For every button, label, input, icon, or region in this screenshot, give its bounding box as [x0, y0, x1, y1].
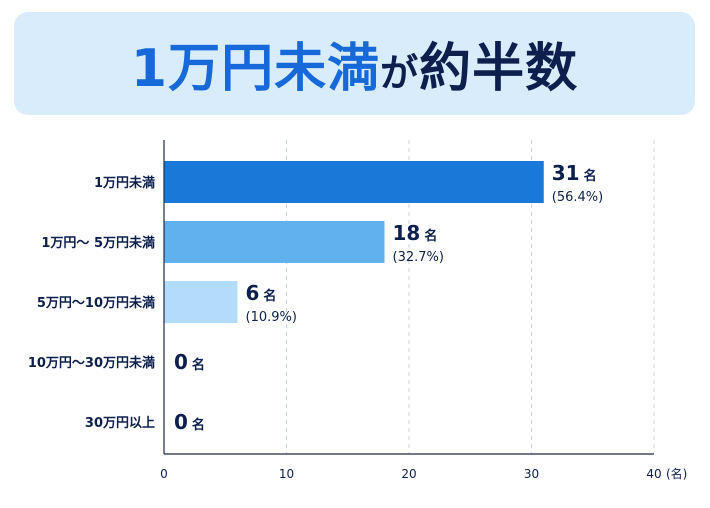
category-label: 30万円以上	[85, 416, 155, 431]
title-banner: 1万円未満 が約半数	[14, 12, 695, 115]
x-tick-label: 30	[524, 467, 539, 481]
bar	[164, 281, 238, 323]
percent-label: (10.9%)	[246, 310, 297, 325]
x-tick-label: 0	[160, 467, 168, 481]
title-particle: が	[380, 51, 420, 95]
bar	[164, 221, 385, 263]
title-main: 1万円未満	[130, 39, 381, 99]
category-label: 5万円～10万円未満	[37, 295, 155, 311]
percent-label: (32.7%)	[393, 250, 444, 265]
percent-label: (56.4%)	[552, 190, 603, 205]
x-axis-unit: (名)	[666, 466, 687, 481]
value-label: 31 名	[552, 161, 597, 185]
title-rest: 約半数	[419, 39, 579, 99]
x-tick-label: 40	[646, 467, 661, 481]
category-label: 1万円～ 5万円未満	[41, 235, 155, 251]
x-tick-label: 10	[279, 467, 294, 481]
value-label: 18 名	[393, 221, 438, 245]
bar	[164, 161, 544, 203]
x-tick-label: 20	[401, 467, 416, 481]
title-sub: が約半数	[380, 26, 578, 101]
category-label: 10万円～30万円未満	[28, 355, 155, 371]
category-label: 1万円未満	[94, 175, 155, 191]
